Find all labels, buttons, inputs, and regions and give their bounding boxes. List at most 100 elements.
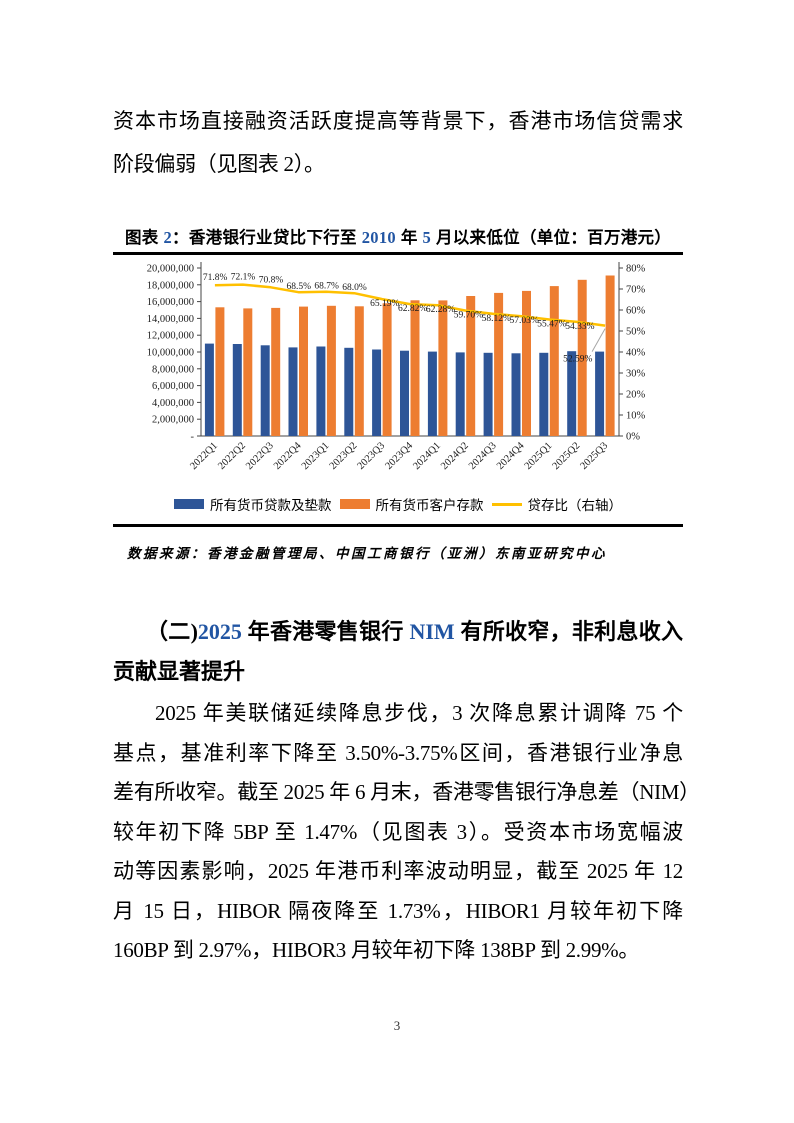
bar <box>427 351 437 436</box>
page-number: 3 <box>393 1018 401 1033</box>
bar <box>204 343 214 436</box>
x-axis-label: 2024Q2 <box>439 440 471 472</box>
figure-bottom-rule <box>113 524 683 527</box>
right-axis-tick: 80% <box>626 264 646 275</box>
label-leader-line <box>591 328 606 352</box>
ratio-label: 58.12% <box>482 314 511 324</box>
bar <box>299 306 308 436</box>
text-line: 基点，基准利率下降至 3.50%-3.75%区间，香港银行业净息 <box>113 740 683 765</box>
left-axis-tick: 16,000,000 <box>147 297 194 308</box>
bar <box>260 345 270 436</box>
legend-bar-swatch <box>339 499 370 509</box>
legend-item: 贷存比（右轴） <box>491 494 623 514</box>
text-line: 动等因素影响，2025 年港币利率波动明显，截至 2025 年 12 <box>113 859 683 883</box>
bar <box>316 346 326 436</box>
bar <box>595 351 605 436</box>
bar <box>382 303 392 436</box>
left-axis-tick: 6,000,000 <box>152 381 194 392</box>
text-line: 差有所收窄。截至 2025 年 6 月末，香港零售银行净息差（NIM） <box>113 780 700 804</box>
x-axis-label: 2022Q1 <box>188 440 220 472</box>
legend-label: 贷存比（右轴） <box>527 498 623 513</box>
figure-title: 图表 2：香港银行业贷比下行至 2010 年 5 月以来低位（单位：百万港元） <box>125 228 672 247</box>
ratio-label-last: 52.59% <box>563 355 592 365</box>
left-axis-tick: 12,000,000 <box>147 331 194 342</box>
bar <box>494 292 504 436</box>
loan-deposit-chart: - 2,000,000 4,000,000 6,000,000 8,000,000 10,… <box>147 262 646 472</box>
legend-item: 所有货币贷款及垫款 <box>174 494 332 514</box>
section-heading: （二)2025 年香港零售银行 NIM 有所收窄，非利息收入 贡献显著提升 <box>113 612 683 692</box>
x-axis-label: 2023Q4 <box>383 440 415 472</box>
legend-bar-swatch <box>174 499 204 509</box>
x-axis-label: 2025Q3 <box>579 440 611 472</box>
left-axis-tick: 14,000,000 <box>147 314 194 325</box>
ratio-label: 65.19% <box>370 299 399 309</box>
right-axis-tick: 0% <box>626 432 640 443</box>
bar <box>232 344 242 436</box>
right-axis-tick: 50% <box>626 327 646 338</box>
bar <box>288 347 298 436</box>
x-axis-label: 2023Q2 <box>328 440 360 472</box>
chart-area: - 2,000,000 4,000,000 6,000,000 8,000,000 10,… <box>113 258 683 494</box>
x-axis-label: 2025Q2 <box>551 440 583 472</box>
bar <box>215 307 225 436</box>
legend-label: 所有货币客户存款 <box>375 498 484 513</box>
bar <box>372 349 382 436</box>
bar <box>438 300 448 436</box>
legend-label: 所有货币贷款及垫款 <box>210 498 332 513</box>
bar <box>605 275 615 436</box>
ratio-label: 68.0% <box>342 283 367 293</box>
nim-term: NIM <box>409 619 455 644</box>
bar <box>455 352 465 436</box>
ratio-label: 70.8% <box>259 275 284 285</box>
section-heading-line2: 贡献显著提升 <box>113 659 246 684</box>
bar <box>354 306 364 436</box>
text-line: 160BP 到 2.97%，HIBOR3 月较年初下降 138BP 到 2.99… <box>113 938 640 962</box>
figure-top-rule <box>113 252 683 255</box>
ratio-label: 71.8% <box>203 273 228 283</box>
intro-paragraph: 资本市场直接融资活跃度提高等背景下，香港市场信贷需求 阶段偏弱（见图表 2）。 <box>113 100 683 186</box>
bar <box>410 300 420 436</box>
ratio-label: 57.03% <box>510 316 539 326</box>
bar <box>400 350 409 436</box>
ratio-label: 68.5% <box>287 282 312 292</box>
text-line: 阶段偏弱（见图表 2）。 <box>113 152 325 176</box>
ratio-line <box>214 283 606 327</box>
body-paragraph: 2025 年美联储延续降息步伐，3 次降息累计调降 75 个基点，基准利率下降至… <box>113 694 700 971</box>
ratio-label: 54.33% <box>565 322 594 332</box>
ratio-label: 55.47% <box>537 320 566 330</box>
ratio-label: 59.70% <box>454 311 483 321</box>
x-axis-label: 2024Q3 <box>467 440 499 472</box>
bar <box>522 290 531 436</box>
ratio-label: 72.1% <box>231 273 256 283</box>
x-axis-label: 2022Q4 <box>272 440 304 472</box>
x-axis-label: 2022Q3 <box>244 440 276 472</box>
right-axis-tick: 40% <box>626 348 646 359</box>
figure-number: 2 <box>163 228 173 247</box>
bar <box>466 296 476 436</box>
bar <box>344 347 354 436</box>
x-axis-label: 2022Q2 <box>216 440 248 472</box>
right-axis-tick: 60% <box>626 306 646 317</box>
x-axis-label: 2023Q1 <box>300 440 332 472</box>
left-axis-tick: 18,000,000 <box>147 280 194 291</box>
bar <box>326 305 336 436</box>
x-axis-label: 2025Q1 <box>523 440 555 472</box>
x-axis-label: 2023Q3 <box>356 440 388 472</box>
text-line: 较年初下降 5BP 至 1.47%（见图表 3）。受资本市场宽幅波 <box>113 819 683 844</box>
bar <box>271 307 281 436</box>
left-axis-tick: 8,000,000 <box>152 364 194 375</box>
bar <box>511 353 521 436</box>
left-axis-tick: 10,000,000 <box>147 348 194 359</box>
x-axis-label: 2024Q1 <box>411 440 443 472</box>
right-axis-tick: 10% <box>626 411 646 422</box>
left-axis-tick: 4,000,000 <box>152 398 194 409</box>
bar <box>483 352 493 436</box>
bar <box>243 308 253 436</box>
right-axis-tick: 30% <box>626 369 646 380</box>
chart-legend: 所有货币贷款及垫款 所有货币客户存款 贷存比（右轴） <box>113 494 683 514</box>
left-axis-tick: - <box>191 432 195 443</box>
figure-title-text: 图表 <box>125 229 164 247</box>
text-line: 2025 年美联储延续降息步伐，3 次降息累计调降 75 个 <box>155 701 683 725</box>
legend-item: 所有货币客户存款 <box>339 494 484 514</box>
